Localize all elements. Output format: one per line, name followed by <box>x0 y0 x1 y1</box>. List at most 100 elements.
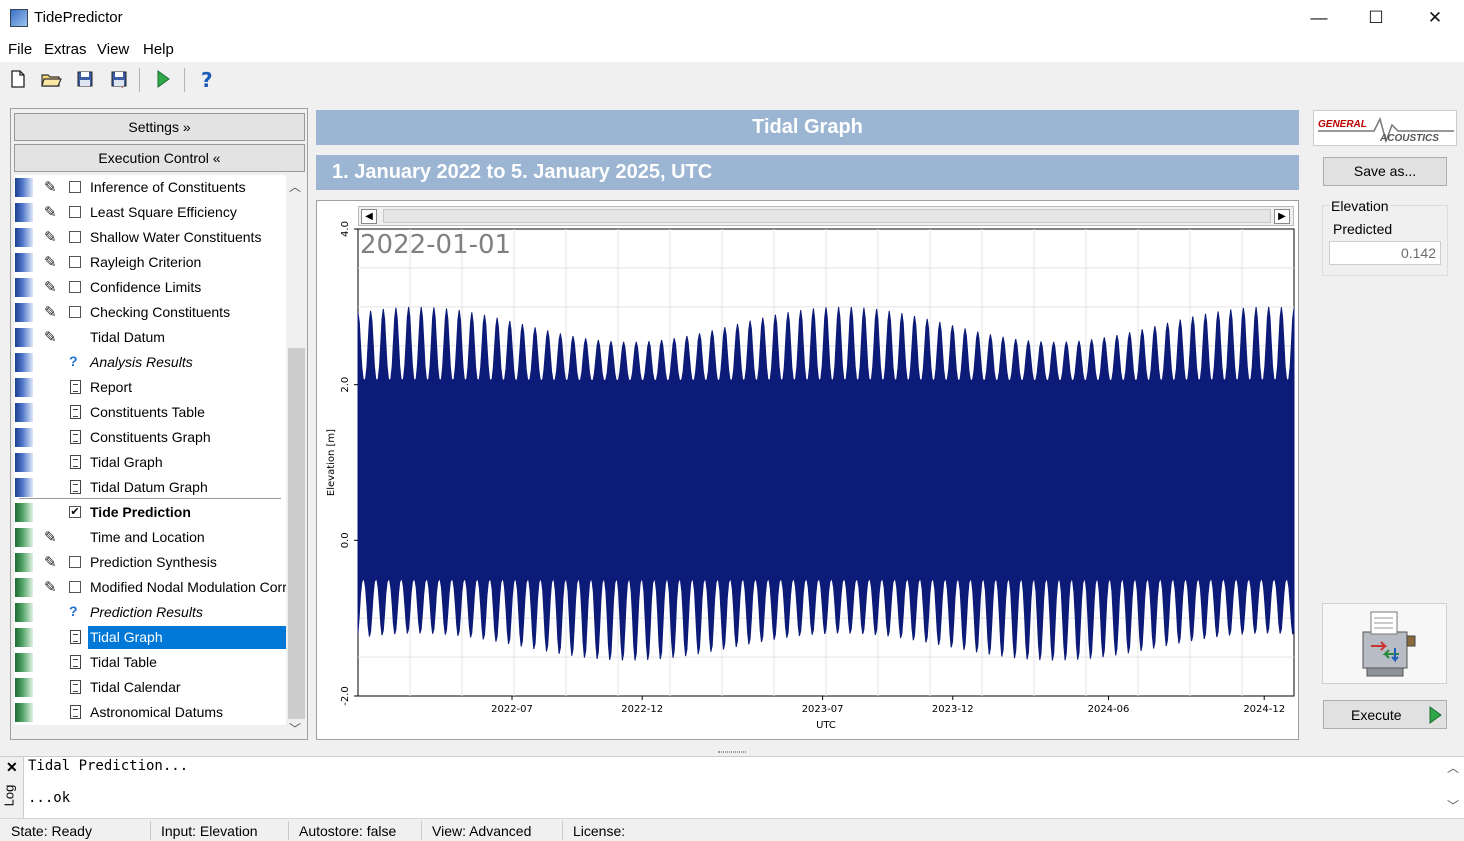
pencil-icon: ✎ <box>44 179 57 196</box>
tree-scrollbar[interactable]: ︿ ﹀ <box>286 175 306 739</box>
tree-item[interactable]: ✎ Inference of Constituents <box>14 175 286 200</box>
tree-item-label: Modified Nodal Modulation Corre <box>90 579 286 595</box>
predicted-value-field: 0.142 <box>1329 241 1441 265</box>
scroll-right-icon[interactable]: ▶ <box>1274 209 1290 224</box>
y-axis-label: Elevation [m] <box>326 429 337 496</box>
tree-item-label: Tidal Datum Graph <box>90 479 208 495</box>
tree-checkbox[interactable]: ✔ <box>69 506 81 518</box>
tree-item[interactable]: Tidal Graph <box>14 625 286 650</box>
execute-button[interactable]: Execute <box>1323 700 1447 729</box>
tree-item[interactable]: ✎ Time and Location <box>14 525 286 550</box>
tree-checkbox[interactable] <box>69 206 81 218</box>
log-close-icon[interactable]: ✕ <box>6 759 18 775</box>
tree-item-label: Constituents Table <box>90 404 205 420</box>
tree-item[interactable]: ? Analysis Results <box>14 350 286 375</box>
toolbar-separator <box>184 68 185 92</box>
question-icon: ? <box>69 603 78 619</box>
minimize-button[interactable]: — <box>1310 8 1328 27</box>
execution-control-toggle-button[interactable]: Execution Control « <box>14 144 305 172</box>
maximize-button[interactable]: ☐ <box>1368 8 1384 27</box>
tree-item-label: Tide Prediction <box>90 504 191 520</box>
menu-extras[interactable]: Extras <box>44 41 87 58</box>
chart-horizontal-scrollbar[interactable]: ◀ ▶ <box>358 206 1294 226</box>
log-line: ...ok <box>28 790 71 806</box>
save-as-button[interactable]: Save as... <box>1323 157 1447 186</box>
document-icon <box>70 405 81 419</box>
settings-toggle-button[interactable]: Settings » <box>14 113 305 141</box>
scroll-down-icon[interactable]: ﹀ <box>1447 799 1460 813</box>
x-axis-label: UTC <box>816 720 836 731</box>
save-as-icon[interactable]: . <box>108 68 130 90</box>
group-color-bar <box>15 378 33 397</box>
menu-file[interactable]: File <box>8 41 33 58</box>
new-file-icon[interactable] <box>7 68 29 90</box>
pencil-icon: ✎ <box>44 554 57 571</box>
tree-item[interactable]: Tidal Datum Graph <box>14 475 286 500</box>
status-bar: State: Ready Input: Elevation Autostore:… <box>0 818 1464 841</box>
tree-checkbox[interactable] <box>69 581 81 593</box>
log-tab[interactable]: Log <box>1 784 17 807</box>
group-color-bar <box>15 578 33 597</box>
status-view: View: Advanced <box>432 823 532 839</box>
document-icon <box>70 680 81 694</box>
tree-item-label: Least Square Efficiency <box>90 204 237 220</box>
scrollbar-thumb[interactable] <box>288 348 305 719</box>
tree-item-label: Time and Location <box>90 529 205 545</box>
tree-item[interactable]: Constituents Graph <box>14 425 286 450</box>
tree-checkbox[interactable] <box>69 256 81 268</box>
scroll-down-icon[interactable]: ﹀ <box>289 722 302 736</box>
question-icon: ? <box>69 353 78 369</box>
tree-item[interactable]: ✎ Rayleigh Criterion <box>14 250 286 275</box>
open-folder-icon[interactable] <box>40 68 62 90</box>
tree-item[interactable]: Report <box>14 375 286 400</box>
tree-item[interactable]: ✎ Modified Nodal Modulation Corre <box>14 575 286 600</box>
save-icon[interactable] <box>74 68 96 90</box>
tree-item[interactable]: ? Prediction Results <box>14 600 286 625</box>
tree-item[interactable]: ✔ Tide Prediction <box>14 500 286 525</box>
pencil-icon: ✎ <box>44 204 57 221</box>
tree-item[interactable]: ✎ Tidal Datum <box>14 325 286 350</box>
group-color-bar <box>15 653 33 672</box>
tree-item[interactable]: ✎ Shallow Water Constituents <box>14 225 286 250</box>
run-icon[interactable] <box>152 68 174 90</box>
log-scrollbar[interactable]: ︿ ﹀ <box>1444 757 1463 819</box>
toolbar-separator <box>139 68 140 92</box>
status-separator <box>288 821 289 840</box>
group-color-bar <box>15 478 33 497</box>
tree-checkbox[interactable] <box>69 306 81 318</box>
tree-item[interactable]: ✎ Least Square Efficiency <box>14 200 286 225</box>
svg-text:.: . <box>121 81 124 90</box>
tree-item[interactable]: Tidal Calendar <box>14 675 286 700</box>
status-separator <box>150 821 151 840</box>
scroll-up-icon[interactable]: ︿ <box>289 180 302 194</box>
tree-item[interactable]: ✎ Prediction Synthesis <box>14 550 286 575</box>
chart-scrollbar-thumb[interactable] <box>383 209 1271 223</box>
tree-item-label: Tidal Datum <box>90 329 165 345</box>
play-icon <box>1429 706 1442 724</box>
menu-help[interactable]: Help <box>143 41 174 58</box>
tree-checkbox[interactable] <box>69 281 81 293</box>
tree-checkbox[interactable] <box>69 556 81 568</box>
group-color-bar <box>15 453 33 472</box>
y-tick-label: 2.0 <box>340 377 351 393</box>
date-range-header: 1. January 2022 to 5. January 2025, UTC <box>316 155 1299 190</box>
group-color-bar <box>15 353 33 372</box>
tree-checkbox[interactable] <box>69 181 81 193</box>
scroll-up-icon[interactable]: ︿ <box>1447 761 1460 775</box>
tree-item-label: Tidal Graph <box>90 454 163 470</box>
scroll-left-icon[interactable]: ◀ <box>361 209 377 224</box>
splitter-handle[interactable] <box>0 748 1464 756</box>
left-panel: Settings » Execution Control « ✎ Inferenc… <box>10 108 308 740</box>
tree-item[interactable]: ✎ Confidence Limits <box>14 275 286 300</box>
menu-view[interactable]: View <box>97 41 130 58</box>
tree-item[interactable]: Tidal Table <box>14 650 286 675</box>
tree-item[interactable]: Constituents Table <box>14 400 286 425</box>
tree-item[interactable]: Astronomical Datums <box>14 700 286 725</box>
elevation-label: Elevation <box>1330 198 1390 214</box>
help-icon[interactable]: ? <box>196 68 218 92</box>
tidal-chart[interactable]: -2.0 0.0 2.0 4.0 2022-07 2022-12 2023-07 2023-1… <box>316 200 1299 740</box>
close-button[interactable]: ✕ <box>1427 8 1443 27</box>
tree-item[interactable]: ✎ Checking Constituents <box>14 300 286 325</box>
tree-checkbox[interactable] <box>69 231 81 243</box>
tree-item[interactable]: Tidal Graph <box>14 450 286 475</box>
